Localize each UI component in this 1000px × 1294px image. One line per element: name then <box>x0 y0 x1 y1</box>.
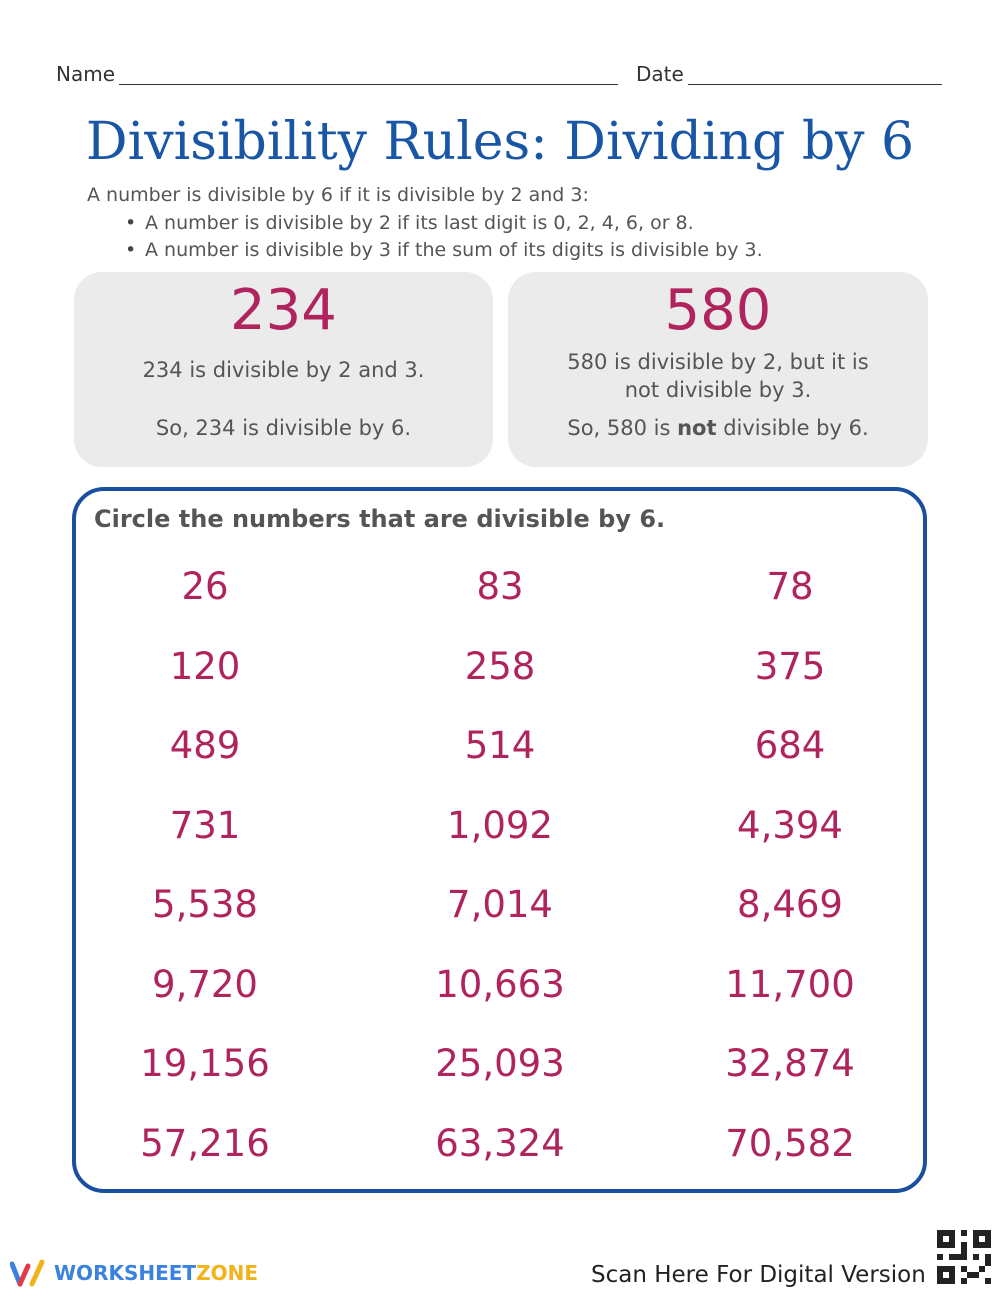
date-line[interactable] <box>688 84 942 85</box>
exercise-instruction: Circle the numbers that are divisible by… <box>94 505 666 533</box>
exercise-number[interactable]: 25,093 <box>435 1042 565 1085</box>
example-number: 580 <box>664 278 772 343</box>
exercise-number[interactable]: 684 <box>754 724 826 767</box>
exercise-number[interactable]: 70,582 <box>725 1121 855 1165</box>
example-card-580: 580 580 is divisible by 2, but it is not… <box>508 272 928 467</box>
bullet-item: A number is divisible by 2 if its last d… <box>125 212 694 234</box>
example-conclusion: So, 580 is not divisible by 6. <box>567 416 869 440</box>
exercise-number[interactable]: 9,720 <box>152 962 258 1006</box>
exercise-number[interactable]: 489 <box>169 724 241 767</box>
date-label: Date <box>636 62 684 86</box>
exercise-number[interactable]: 11,700 <box>725 962 855 1006</box>
scan-text: Scan Here For Digital Version <box>591 1262 926 1288</box>
exercise-number[interactable]: 731 <box>169 803 241 847</box>
exercise-number[interactable]: 19,156 <box>140 1042 270 1085</box>
exercise-number[interactable]: 57,216 <box>140 1121 270 1165</box>
example-number: 234 <box>230 278 337 343</box>
exercise-number[interactable]: 1,092 <box>447 803 553 847</box>
exercise-number[interactable]: 4,394 <box>737 803 843 847</box>
exercise-number[interactable]: 514 <box>464 724 536 767</box>
exercise-number[interactable]: 7,014 <box>447 883 553 926</box>
exercise-number[interactable]: 375 <box>754 644 826 688</box>
example-conclusion: So, 234 is divisible by 6. <box>155 416 412 440</box>
exercise-number[interactable]: 258 <box>464 644 536 688</box>
exercise-number[interactable]: 26 <box>181 565 229 608</box>
exercise-number[interactable]: 8,469 <box>737 883 843 926</box>
bullet-item: A number is divisible by 3 if the sum of… <box>125 239 763 261</box>
exercise-number[interactable]: 32,874 <box>725 1042 855 1085</box>
exercise-number[interactable]: 78 <box>766 565 814 608</box>
example-explanation: 234 is divisible by 2 and 3. <box>142 358 425 382</box>
exercise-number[interactable]: 10,663 <box>435 962 565 1006</box>
logo-icon <box>10 1259 45 1287</box>
page-title: Divisibility Rules: Dividing by 6 <box>85 112 915 172</box>
exercise-frame <box>72 487 927 1193</box>
exercise-number[interactable]: 83 <box>476 565 524 608</box>
worksheetzone-logo: WORKSHEET ZONE <box>10 1258 258 1288</box>
bullet-text: A number is divisible by 3 if the sum of… <box>145 239 763 261</box>
example-card-234: 234 234 is divisible by 2 and 3. So, 234… <box>74 272 493 467</box>
example-explanation: 580 is divisible by 2, but it is not div… <box>567 350 869 402</box>
exercise-number[interactable]: 63,324 <box>435 1121 565 1165</box>
name-line[interactable] <box>119 84 618 85</box>
bullet-text: A number is divisible by 2 if its last d… <box>145 212 694 234</box>
exercise-number[interactable]: 5,538 <box>152 883 258 926</box>
intro-text: A number is divisible by 6 if it is divi… <box>87 184 589 206</box>
qr-code-icon[interactable] <box>937 1230 991 1284</box>
name-label: Name <box>56 62 116 86</box>
exercise-number[interactable]: 120 <box>169 644 241 688</box>
